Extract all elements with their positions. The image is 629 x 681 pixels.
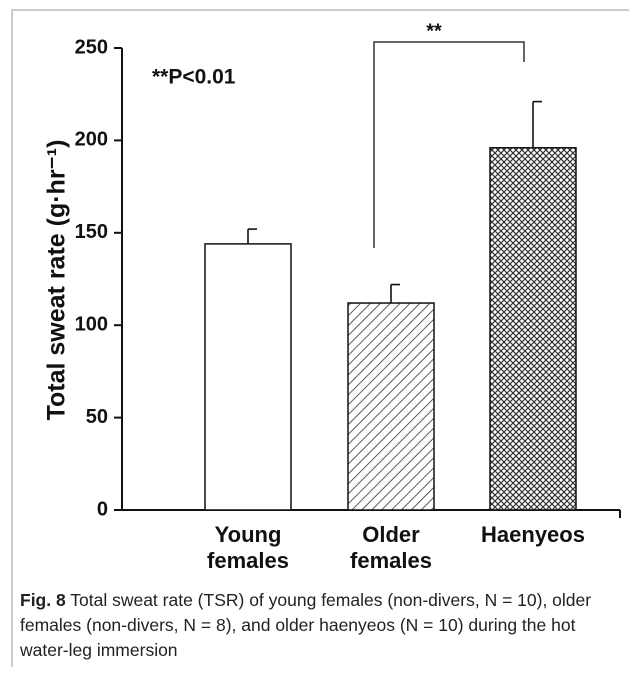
x-tick-label: Haenyeos [481,522,585,547]
caption-label: Fig. 8 [20,590,66,610]
bar [204,243,292,511]
annotation: **P<0.01 [152,66,236,89]
x-tick-label: Young females [207,522,289,573]
figure-border [11,9,629,667]
significance-label: ** [426,20,442,42]
bar [347,302,435,511]
y-tick-label: 150 [75,221,108,243]
y-tick-label: 50 [86,406,108,428]
y-axis-label: Total sweat rate (g·hr⁻¹) [43,140,71,421]
y-tick-label: 200 [75,129,108,151]
caption-text: Total sweat rate (TSR) of young females … [20,590,592,660]
y-tick-label: 100 [75,313,108,335]
x-tick-label: Older females [350,522,432,573]
significance-bracket [373,41,525,248]
y-tick-label: 0 [97,498,108,520]
caption: Fig. 8 Total sweat rate (TSR) of young f… [20,588,620,663]
y-tick-label: 250 [75,36,108,58]
bar [489,147,577,511]
